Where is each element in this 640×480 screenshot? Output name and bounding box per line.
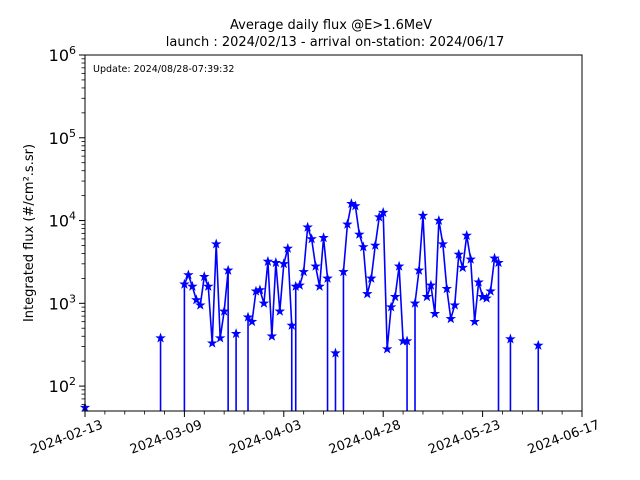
flux-point-marker — [409, 297, 421, 308]
flux-point-marker — [413, 264, 425, 275]
flux-point-marker — [441, 283, 453, 294]
flux-point-marker — [425, 279, 437, 290]
y-tick-label: 106 — [49, 44, 76, 65]
flux-point-marker — [310, 260, 321, 271]
flux-point-marker — [533, 339, 544, 350]
flux-point-marker — [191, 294, 202, 305]
flux-point-marker — [362, 288, 373, 299]
flux-point-marker — [254, 284, 266, 295]
x-tick-label: 2024-03-09 — [128, 418, 204, 458]
y-tick-label: 103 — [49, 292, 76, 313]
flux-point-marker — [381, 343, 393, 354]
x-tick-label: 2024-05-23 — [426, 418, 502, 458]
flux-point-marker — [437, 238, 449, 249]
flux-point-marker — [373, 211, 385, 222]
flux-point-marker — [270, 257, 282, 268]
flux-point-marker — [210, 238, 222, 249]
flux-point-marker — [318, 232, 329, 243]
flux-point-marker — [370, 239, 381, 250]
flux-point-marker — [401, 335, 413, 346]
plot-area — [85, 55, 582, 411]
flux-point-marker — [278, 258, 290, 269]
flux-point-marker — [465, 253, 476, 264]
flux-point-marker — [433, 215, 445, 225]
x-tick-label: 2024-06-17 — [526, 418, 602, 458]
flux-point-marker — [258, 297, 270, 308]
flux-point-marker — [322, 272, 333, 283]
flux-point-marker — [214, 332, 226, 343]
chart-subtitle: launch : 2024/02/13 - arrival on-station… — [166, 35, 504, 50]
flux-point-marker — [485, 285, 496, 296]
flux-point-marker — [222, 264, 234, 275]
flux-point-marker — [417, 210, 429, 220]
flux-point-marker — [377, 207, 389, 217]
flux-point-marker — [199, 271, 210, 282]
flux-point-marker — [282, 242, 294, 253]
flux-point-marker — [306, 233, 317, 244]
flux-point-marker — [206, 337, 218, 348]
flux-point-marker — [298, 266, 309, 277]
flux-point-marker — [155, 332, 166, 343]
flux-point-marker — [330, 347, 341, 358]
flux-point-marker — [493, 257, 504, 268]
update-annotation: Update: 2024/08/28-07:39:32 — [93, 64, 234, 75]
y-tick-label: 104 — [49, 210, 76, 231]
flux-point-marker — [350, 200, 361, 211]
flux-point-marker — [183, 269, 194, 280]
flux-point-marker — [389, 291, 401, 302]
x-tick-label: 2024-02-13 — [29, 418, 105, 458]
flux-point-marker — [242, 311, 254, 322]
data-layer — [79, 198, 544, 413]
flux-point-marker — [461, 229, 472, 240]
flux-point-marker — [338, 266, 349, 277]
flux-point-marker — [385, 301, 397, 312]
flux-point-marker — [429, 308, 441, 319]
flux-point-marker — [230, 328, 242, 339]
flux-point-marker — [218, 305, 230, 316]
flux-point-marker — [449, 299, 461, 310]
y-tick-label: 102 — [49, 375, 76, 396]
flux-point-marker — [302, 221, 313, 232]
flux-point-marker — [489, 252, 500, 263]
flux-point-marker — [473, 276, 484, 287]
y-axis: 102 103 104 105 106 — [49, 44, 85, 412]
x-tick-label: 2024-04-03 — [228, 418, 304, 458]
flux-point-marker — [445, 313, 457, 324]
flux-point-marker — [366, 272, 377, 283]
flux-point-marker — [469, 316, 480, 327]
flux-point-marker — [266, 330, 278, 341]
flux-point-marker — [179, 278, 190, 289]
flux-point-marker — [274, 305, 286, 316]
flux-point-marker — [262, 255, 274, 266]
flux-point-marker — [187, 280, 198, 291]
x-tick-label: 2024-04-28 — [327, 418, 403, 458]
flux-point-marker — [342, 218, 353, 229]
flux-point-marker — [457, 262, 468, 273]
flux-point-marker — [195, 299, 206, 310]
flux-point-marker — [354, 228, 365, 239]
flux-point-marker — [393, 260, 405, 271]
flux-point-marker — [358, 241, 369, 252]
flux-point-marker — [421, 291, 433, 302]
flux-point-marker — [453, 248, 464, 259]
x-axis: 2024-02-13 2024-03-09 2024-04-03 2024-04-28… — [29, 411, 602, 458]
y-axis-label: Integrated flux (#/cm².s.sr) — [22, 144, 37, 322]
flux-point-marker — [294, 279, 305, 290]
chart-title: Average daily flux @E>1.6MeV — [230, 18, 432, 33]
y-tick-label: 105 — [49, 127, 76, 148]
flux-point-marker — [314, 280, 325, 291]
flux-point-marker — [481, 292, 492, 303]
flux-point-marker — [203, 280, 214, 291]
flux-point-marker — [246, 316, 258, 327]
flux-point-marker — [505, 333, 516, 344]
flux-point-marker — [346, 198, 357, 209]
